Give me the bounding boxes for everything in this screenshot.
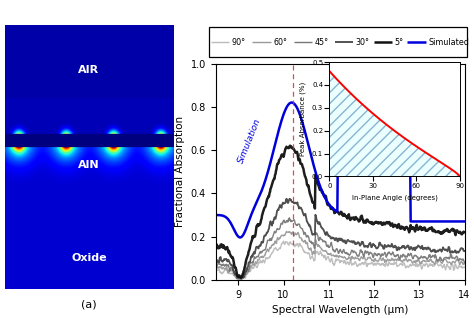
X-axis label: Spectral Wavelength (μm): Spectral Wavelength (μm) — [272, 305, 408, 315]
Text: (a): (a) — [81, 300, 97, 310]
Text: 30°: 30° — [356, 38, 370, 47]
FancyBboxPatch shape — [209, 27, 467, 57]
Text: AIR: AIR — [78, 65, 100, 75]
Text: Oxide: Oxide — [71, 253, 107, 263]
Text: 45°: 45° — [314, 38, 328, 47]
Text: 60°: 60° — [273, 38, 287, 47]
Text: Simulated: Simulated — [428, 38, 469, 47]
Text: 90°: 90° — [232, 38, 246, 47]
Text: 5°: 5° — [394, 38, 404, 47]
X-axis label: In-Plane Angle (degrees): In-Plane Angle (degrees) — [352, 194, 438, 201]
Text: AlN: AlN — [78, 160, 100, 170]
Y-axis label: Fractional Absorption: Fractional Absorption — [175, 116, 185, 227]
Text: Simulation: Simulation — [237, 117, 263, 165]
Y-axis label: Peak Absorbance (%): Peak Absorbance (%) — [300, 82, 306, 156]
